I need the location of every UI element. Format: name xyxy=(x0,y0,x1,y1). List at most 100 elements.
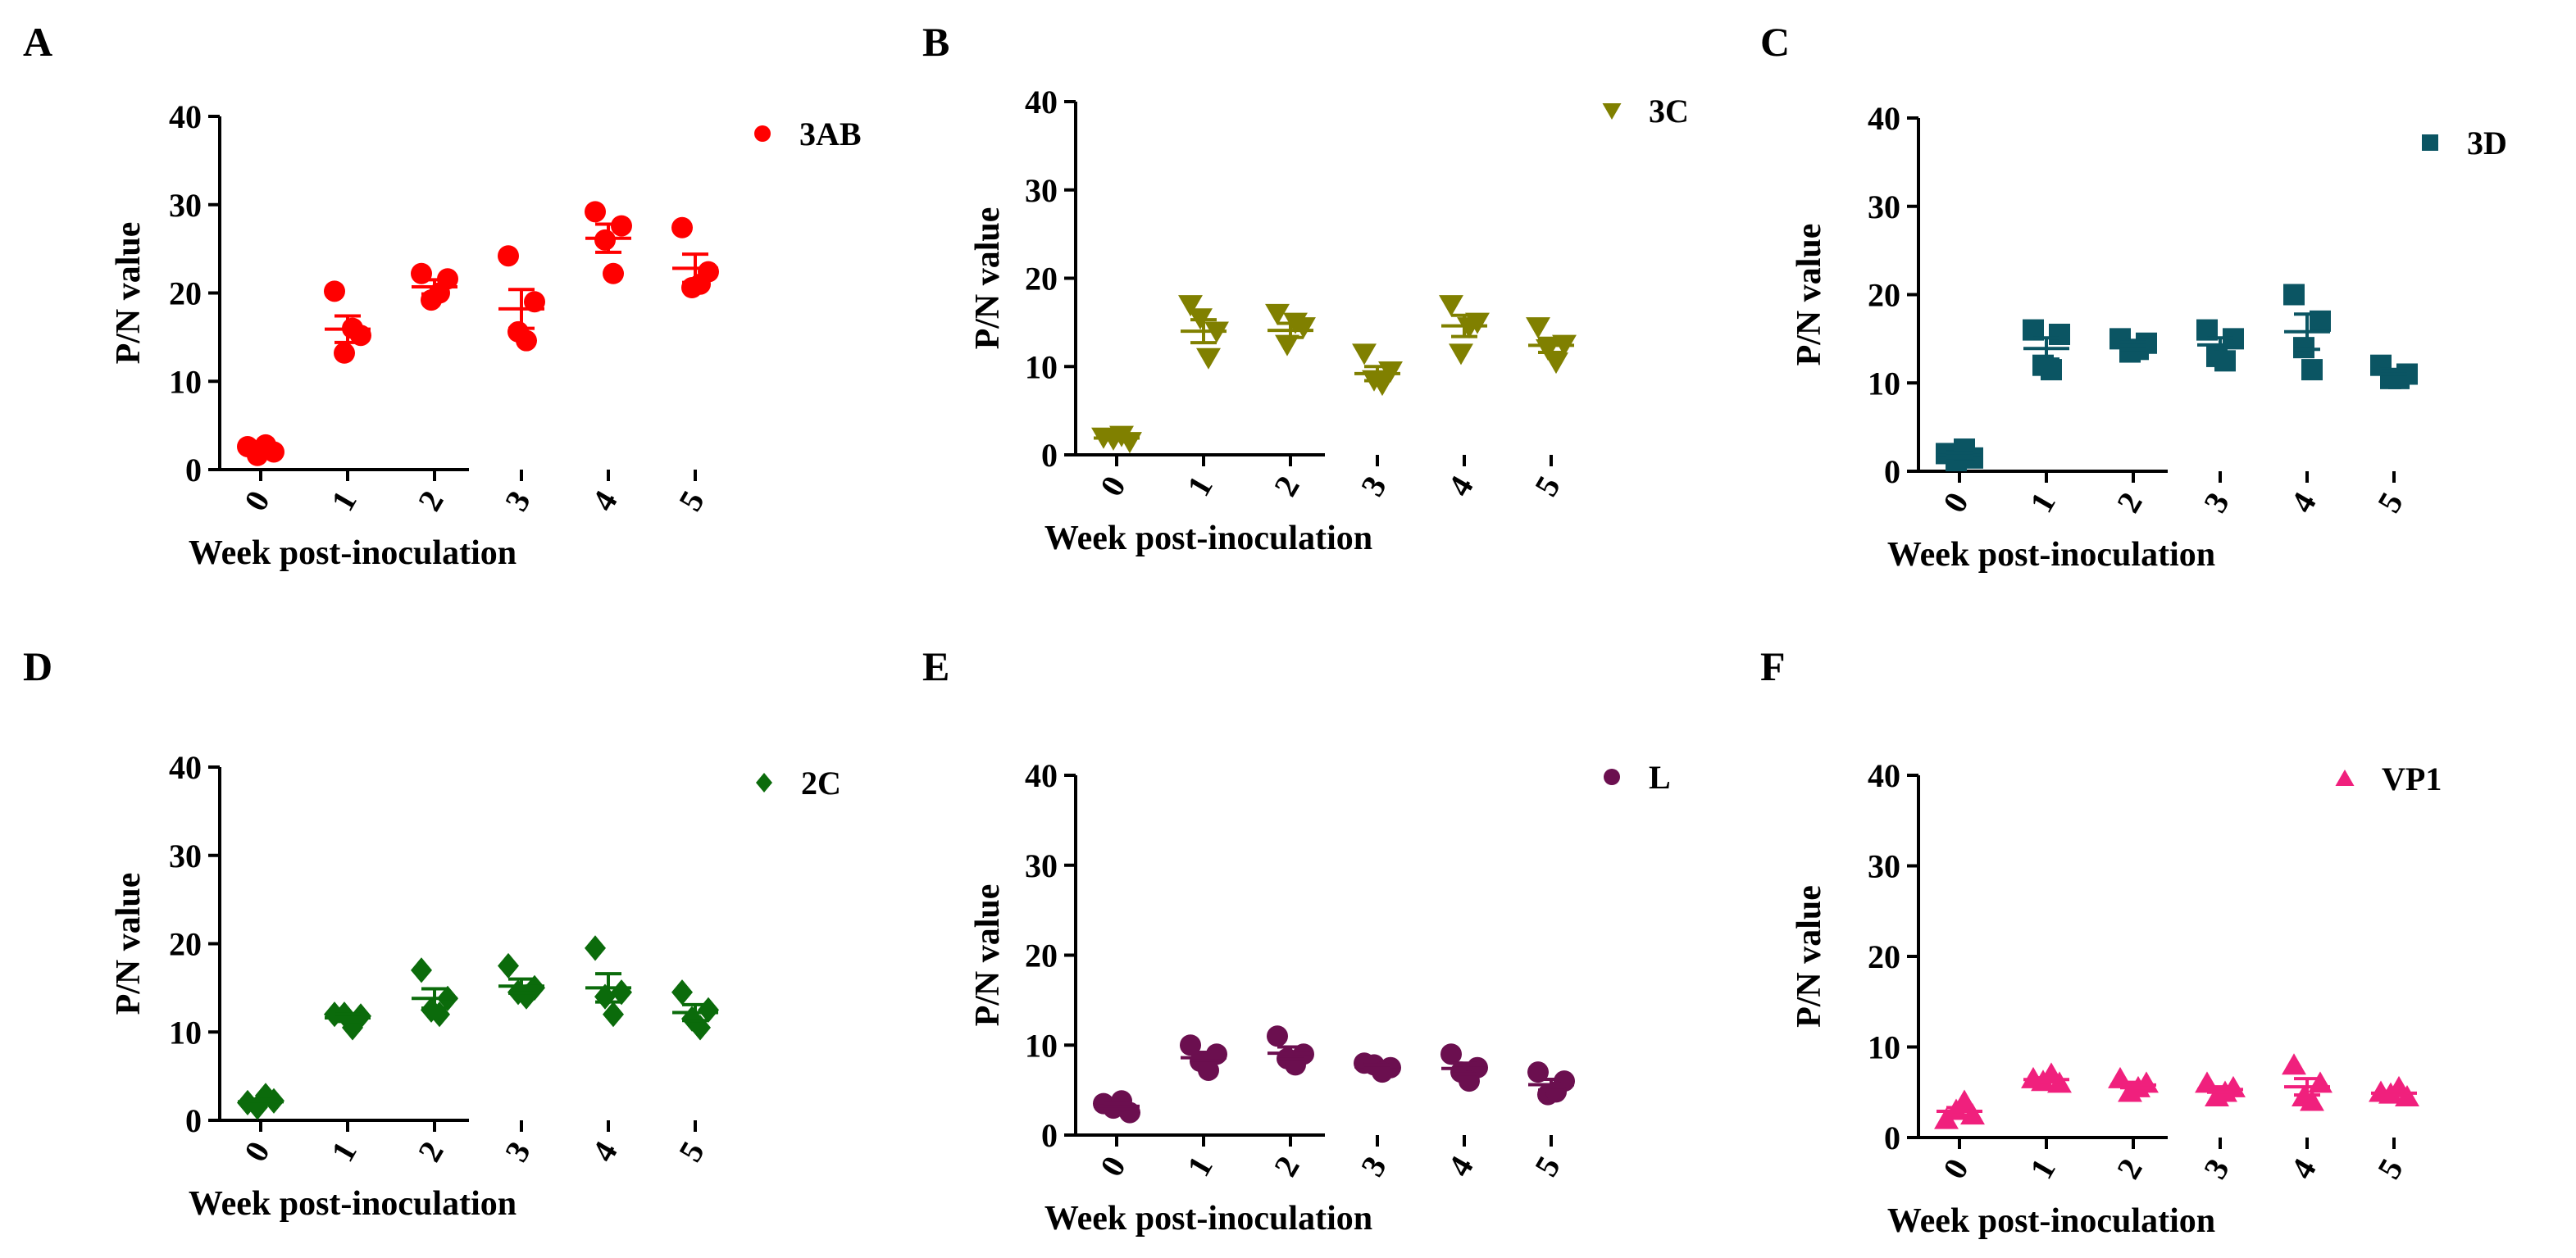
panel-letter: D xyxy=(23,643,52,689)
legend-label: VP1 xyxy=(2382,761,2442,797)
data-point xyxy=(524,291,545,313)
x-tick-label: 0 xyxy=(1936,486,1976,519)
x-tick-label: 3 xyxy=(2196,1152,2237,1185)
data-point xyxy=(1180,1034,1201,1056)
y-tick-label: 0 xyxy=(185,452,202,488)
panel-letter: F xyxy=(1760,643,1786,689)
panel-letter: C xyxy=(1760,19,1790,65)
panel-a: A 0 10 20 30 40 0 1 2 3 4 5 P/N value Week post-inocu… xyxy=(23,19,862,572)
y-tick-label: 30 xyxy=(169,838,202,874)
x-tick-label: 4 xyxy=(1440,470,1481,502)
data-point xyxy=(1267,1025,1288,1047)
x-tick-label: 3 xyxy=(498,1135,538,1168)
data-point xyxy=(421,997,442,1023)
panel-b: B 0 10 20 30 40 0 1 2 3 4 5 P/N value Week post-inocu… xyxy=(922,19,1689,557)
data-point xyxy=(498,952,519,979)
x-tick-label: 4 xyxy=(585,484,625,517)
data-point xyxy=(1952,1089,1977,1111)
x-axis-title: Week post-inoculation xyxy=(189,1185,517,1223)
y-tick-label: 40 xyxy=(1868,100,1900,137)
data-point xyxy=(611,979,632,1006)
legend-label: 2C xyxy=(801,765,841,802)
x-tick-label: 1 xyxy=(1180,470,1220,502)
data-point xyxy=(1459,1070,1480,1092)
data-point xyxy=(1527,1061,1549,1083)
y-tick-label: 0 xyxy=(185,1102,202,1139)
data-point xyxy=(671,216,693,238)
x-tick-label: 2 xyxy=(1267,470,1307,502)
data-point xyxy=(1196,347,1221,370)
data-point xyxy=(1275,334,1299,357)
y-axis-title: P/N value xyxy=(969,207,1007,350)
y-tick-label: 10 xyxy=(1025,1027,1058,1064)
y-tick-label: 30 xyxy=(1868,848,1900,885)
data-point xyxy=(2293,337,2314,359)
data-point xyxy=(603,262,624,284)
data-point xyxy=(498,245,519,267)
x-tick-label: 0 xyxy=(1093,470,1133,502)
data-point xyxy=(1265,303,1290,325)
panel-d: D 0 10 20 30 40 0 1 2 3 4 5 P/N value Week post-inocu… xyxy=(23,643,841,1223)
data-point xyxy=(594,229,616,251)
data-point xyxy=(1449,343,1473,366)
x-tick-label: 2 xyxy=(1267,1150,1307,1183)
data-point xyxy=(1526,317,1550,339)
y-tick-label: 20 xyxy=(169,275,202,312)
y-axis-title: P/N value xyxy=(110,873,148,1015)
y-tick-label: 30 xyxy=(169,187,202,224)
y-tick-label: 10 xyxy=(169,363,202,400)
data-point xyxy=(1206,1043,1227,1065)
data-point xyxy=(2283,284,2305,306)
legend-label: 3C xyxy=(1649,93,1689,129)
data-point xyxy=(334,342,355,364)
x-tick-label: 0 xyxy=(1093,1150,1133,1183)
data-point xyxy=(324,280,345,302)
x-tick-label: 1 xyxy=(2023,1152,2063,1185)
x-tick-label: 3 xyxy=(2196,486,2237,519)
y-tick-label: 0 xyxy=(1884,453,1900,490)
data-point xyxy=(2282,1053,2306,1075)
x-axis-title: Week post-inoculation xyxy=(1887,536,2215,574)
x-tick-label: 2 xyxy=(2109,1152,2150,1185)
y-axis-title: P/N value xyxy=(1791,885,1828,1028)
y-tick-label: 40 xyxy=(169,98,202,135)
x-axis-title: Week post-inoculation xyxy=(1045,1200,1372,1238)
y-tick-label: 30 xyxy=(1025,847,1058,884)
panel-letter: A xyxy=(23,19,52,65)
legend-label: L xyxy=(1649,759,1671,796)
data-point xyxy=(1198,1059,1219,1081)
x-tick-label: 3 xyxy=(498,484,538,517)
y-tick-label: 20 xyxy=(1868,277,1900,314)
data-point xyxy=(516,329,537,352)
y-tick-label: 10 xyxy=(1868,365,1900,402)
x-tick-label: 3 xyxy=(1354,1150,1394,1183)
x-tick-label: 5 xyxy=(671,484,712,517)
data-point xyxy=(690,273,711,295)
data-point xyxy=(2308,1071,2333,1093)
data-point xyxy=(698,997,719,1023)
x-tick-label: 0 xyxy=(237,484,277,517)
data-point xyxy=(2300,1089,2324,1111)
x-axis-title: Week post-inoculation xyxy=(1887,1202,2215,1240)
data-point xyxy=(611,215,632,237)
x-tick-label: 1 xyxy=(1180,1150,1220,1183)
legend-marker xyxy=(754,125,771,142)
x-tick-label: 4 xyxy=(2283,486,2323,519)
data-point xyxy=(350,1003,371,1029)
data-point xyxy=(1178,295,1203,317)
y-tick-label: 0 xyxy=(1884,1119,1900,1156)
y-tick-label: 40 xyxy=(1025,84,1058,120)
x-tick-label: 4 xyxy=(1440,1150,1481,1183)
y-tick-label: 10 xyxy=(1025,348,1058,385)
data-point xyxy=(2301,359,2323,381)
data-point xyxy=(585,201,606,223)
y-axis-title: P/N value xyxy=(110,222,148,365)
data-point xyxy=(1440,1043,1462,1065)
legend-marker xyxy=(2422,134,2438,151)
y-tick-label: 30 xyxy=(1025,172,1058,209)
x-tick-label: 2 xyxy=(411,484,451,517)
y-axis-title: P/N value xyxy=(969,884,1007,1027)
data-point xyxy=(603,1001,624,1028)
y-axis-title: P/N value xyxy=(1791,224,1828,366)
